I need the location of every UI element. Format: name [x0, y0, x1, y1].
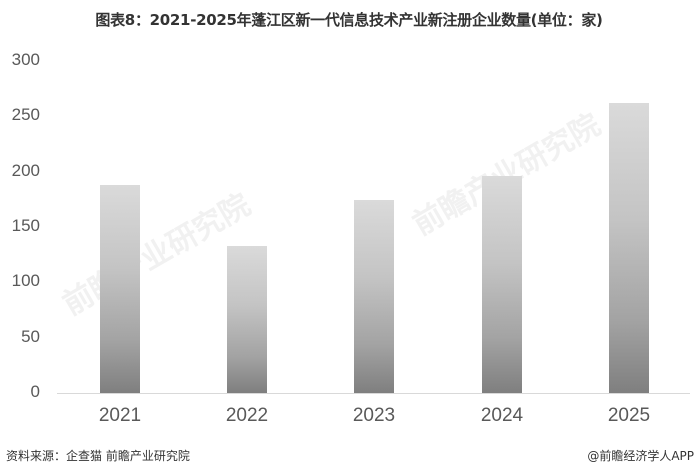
- bar-2022: [227, 245, 267, 393]
- x-tick-label: 2025: [607, 405, 651, 426]
- chart-title: 图表8：2021-2025年蓬江区新一代信息技术产业新注册企业数量(单位：家): [95, 11, 603, 29]
- bar-2021: [100, 184, 140, 393]
- credit-note: @前瞻经济学人APP: [587, 449, 694, 463]
- y-tick-label: 200: [11, 160, 40, 180]
- x-tick-label: 2022: [225, 405, 269, 426]
- x-tick-label: 2024: [480, 405, 524, 426]
- y-tick-label: 250: [11, 105, 40, 125]
- x-tick-label: 2023: [352, 405, 396, 426]
- y-tick-label: 0: [30, 382, 40, 401]
- source-note: 资料来源：企查猫 前瞻产业研究院: [6, 449, 190, 463]
- y-tick-label: 150: [11, 216, 40, 235]
- y-tick-label: 50: [21, 326, 40, 346]
- y-tick-label: 100: [11, 271, 40, 291]
- bar-2024: [482, 176, 522, 393]
- bar-2025: [609, 103, 649, 393]
- bar-2023: [354, 200, 394, 393]
- x-axis-line: [57, 393, 690, 394]
- x-tick-label: 2021: [98, 405, 142, 426]
- y-tick-label: 300: [11, 50, 40, 69]
